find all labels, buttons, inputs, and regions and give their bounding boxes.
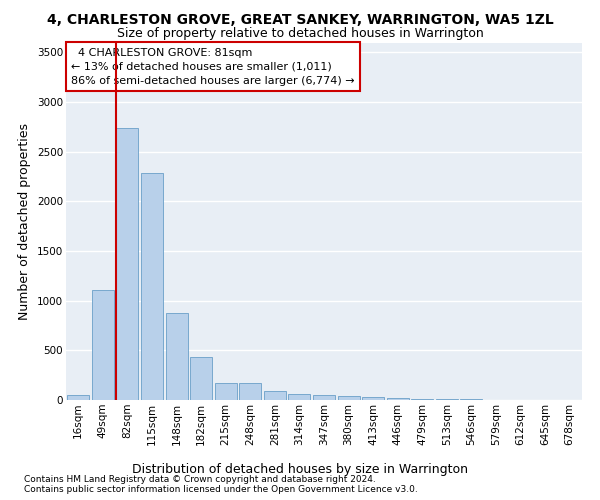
Bar [411, 398, 433, 400]
Bar [289, 394, 310, 400]
Bar [362, 396, 384, 400]
Bar [264, 391, 286, 400]
Bar [215, 382, 237, 400]
Bar [436, 399, 458, 400]
Text: 4 CHARLESTON GROVE: 81sqm  
← 13% of detached houses are smaller (1,011)
86% of : 4 CHARLESTON GROVE: 81sqm ← 13% of detac… [71, 48, 355, 86]
Bar [141, 172, 163, 400]
Bar [166, 312, 188, 400]
Bar [313, 395, 335, 400]
Bar [239, 383, 262, 400]
Text: Contains HM Land Registry data © Crown copyright and database right 2024.: Contains HM Land Registry data © Crown c… [24, 475, 376, 484]
Text: Distribution of detached houses by size in Warrington: Distribution of detached houses by size … [132, 462, 468, 475]
Text: Contains public sector information licensed under the Open Government Licence v3: Contains public sector information licen… [24, 485, 418, 494]
Text: 4, CHARLESTON GROVE, GREAT SANKEY, WARRINGTON, WA5 1ZL: 4, CHARLESTON GROVE, GREAT SANKEY, WARRI… [47, 12, 553, 26]
Bar [460, 399, 482, 400]
Bar [116, 128, 139, 400]
Bar [338, 396, 359, 400]
Text: Size of property relative to detached houses in Warrington: Size of property relative to detached ho… [116, 28, 484, 40]
Bar [386, 398, 409, 400]
Bar [92, 290, 114, 400]
Bar [67, 394, 89, 400]
Y-axis label: Number of detached properties: Number of detached properties [19, 122, 31, 320]
Bar [190, 358, 212, 400]
